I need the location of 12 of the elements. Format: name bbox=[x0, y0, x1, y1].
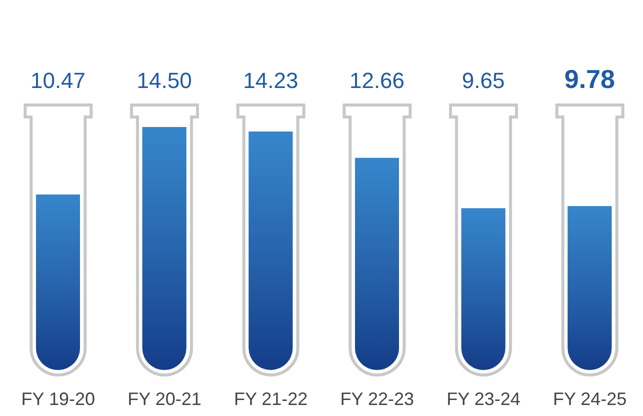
x-tick-label: FY 19-20 bbox=[21, 388, 96, 409]
x-tick-label: FY 21-22 bbox=[234, 388, 308, 409]
data-label: 14.50 bbox=[136, 68, 192, 93]
x-tick-label: FY 22-23 bbox=[340, 388, 414, 409]
x-tick-label: FY 24-25 bbox=[552, 388, 627, 409]
data-label: 12.66 bbox=[349, 68, 405, 93]
x-tick-label: FY 23-24 bbox=[446, 388, 520, 409]
x-tick-label: FY 20-21 bbox=[128, 388, 202, 409]
data-label: 10.47 bbox=[30, 68, 86, 93]
data-label: 14.23 bbox=[243, 68, 298, 93]
data-label: 9.65 bbox=[462, 68, 505, 93]
data-label: 9.78 bbox=[564, 64, 615, 94]
